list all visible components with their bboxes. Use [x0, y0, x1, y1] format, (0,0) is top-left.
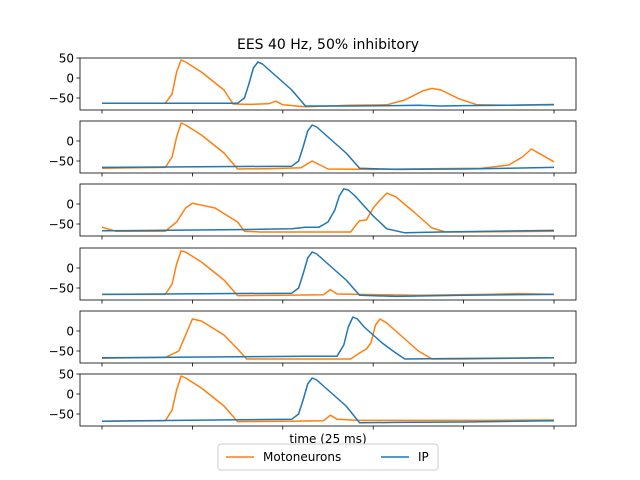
axes-frame [79, 373, 577, 427]
y-tick-label: −50 [49, 281, 74, 295]
y-tick-label: 50 [59, 367, 74, 381]
legend: Motoneurons IP [217, 443, 439, 471]
axes-frame [79, 57, 577, 111]
series-line-ip [101, 251, 555, 298]
subplot-2: 0−50 [49, 120, 577, 177]
y-tick-label: 0 [66, 261, 74, 275]
legend-frame [217, 443, 439, 471]
series-line-motoneurons [101, 318, 555, 360]
plot-area [101, 188, 555, 234]
axes-frame [79, 183, 577, 237]
legend-label-motoneurons: Motoneurons [263, 450, 341, 464]
y-tick-label: 0 [66, 387, 74, 401]
y-tick-label: 0 [66, 134, 74, 148]
series-line-motoneurons [101, 192, 555, 233]
y-tick-label: −50 [49, 344, 74, 358]
plot-area [101, 122, 555, 171]
axes-frame [79, 310, 577, 364]
series-line-motoneurons [102, 59, 555, 108]
series-line-ip [102, 61, 555, 107]
subplot-6: 50 0 −50 [49, 367, 577, 430]
y-tick-label: −50 [49, 91, 74, 105]
y-tick-label: 50 [59, 51, 74, 65]
y-tick-label: −50 [49, 217, 74, 231]
y-tick-label: −50 [49, 407, 74, 421]
subplot-5: 0−50 [49, 310, 577, 367]
y-tick-label: 0 [66, 71, 74, 85]
plot-area [101, 375, 555, 424]
legend-label-ip: IP [418, 450, 429, 464]
plot-area [101, 250, 555, 298]
x-axis-label: time (25 ms) [289, 432, 366, 446]
plot-area [102, 59, 555, 108]
series-line-ip [101, 124, 555, 171]
series-line-motoneurons [101, 375, 555, 423]
plot-area [101, 316, 555, 360]
subplot-1: 50 0 −50 [49, 51, 577, 114]
axes-frame [79, 247, 577, 301]
series-line-motoneurons [101, 122, 555, 171]
chart-title: EES 40 Hz, 50% inhibitory [237, 37, 419, 53]
series-line-ip [101, 316, 555, 360]
series-line-ip [101, 188, 555, 234]
series-line-ip [101, 377, 555, 424]
series-line-motoneurons [102, 250, 555, 297]
y-tick-label: −50 [49, 154, 74, 168]
subplot-4: 0−50 [49, 247, 577, 304]
y-tick-label: 0 [66, 324, 74, 338]
y-tick-label: 0 [66, 197, 74, 211]
subplot-3: 0−50 [49, 183, 577, 240]
axes-frame [79, 120, 577, 174]
